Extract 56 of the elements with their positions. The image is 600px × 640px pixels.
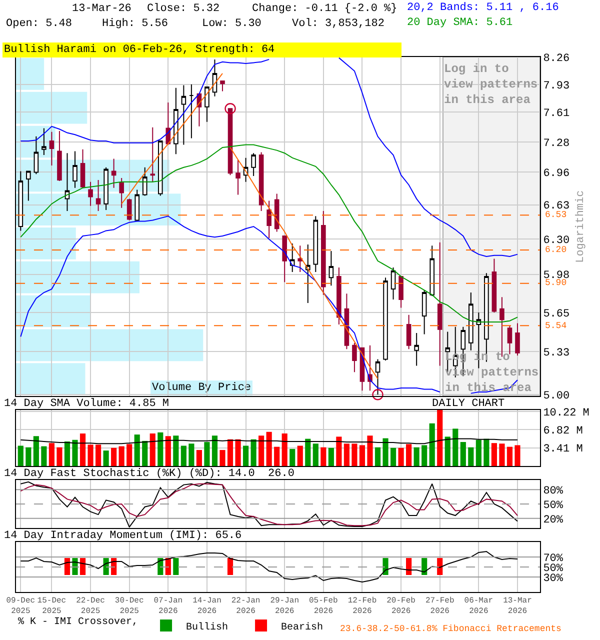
chart-title: 14 Day Fast Stochastic (%K) (%D): 14.0 26.0 bbox=[4, 468, 294, 480]
x-tick-label: 15-Dec 2025 bbox=[37, 596, 66, 616]
text: High: 5.56 bbox=[102, 18, 168, 30]
y-axis-title: Logarithmic bbox=[575, 190, 588, 263]
x-tick-label: 20-Feb 2026 bbox=[386, 596, 416, 616]
y-tick-label: 20% bbox=[543, 514, 564, 526]
y-tick-label: 70% bbox=[543, 552, 564, 565]
y-tick-label: 8.26 bbox=[543, 52, 570, 65]
y-tick-label: 10.22 M bbox=[543, 407, 590, 420]
x-tick-label: 30-Dec 2025 bbox=[114, 596, 144, 616]
y-tick-label: 5.33 bbox=[543, 348, 570, 360]
x-tick-label: 14-Jan 2026 bbox=[192, 596, 222, 616]
text: Close: 5.32 bbox=[147, 3, 220, 15]
text: Open: 5.48 bbox=[6, 18, 72, 30]
x-tick-label: 13-Mar 2026 bbox=[503, 596, 532, 616]
ref-line-label: 6.20 bbox=[545, 245, 567, 255]
x-tick-label: 29-Jan 2026 bbox=[270, 596, 300, 616]
x-tick-label: 22-Jan 2026 bbox=[231, 596, 260, 616]
text: Low: 5.30 bbox=[202, 18, 262, 30]
ref-line-label: 5.54 bbox=[545, 321, 567, 331]
legend-label: Bullish bbox=[186, 621, 228, 634]
chart-title: 14 Day Intraday Momentum (IMI): 65.6 bbox=[4, 530, 242, 542]
x-tick-label: 06-Mar 2026 bbox=[464, 596, 494, 616]
y-tick-label: 7.93 bbox=[543, 80, 570, 92]
text: Bullish Harami on 06-Feb-26, Strength: 64 bbox=[4, 44, 276, 56]
text: 20,2 Bands: 5.11 , 6.16 bbox=[407, 2, 559, 14]
y-tick-label: 7.28 bbox=[543, 138, 570, 150]
ref-line-label: 6.53 bbox=[545, 210, 567, 220]
chart-title: 14 Day SMA Volume: 4.85 M bbox=[4, 398, 170, 410]
annotation: DAILY CHART bbox=[432, 398, 506, 410]
text: Vol: 3,853,182 bbox=[292, 18, 384, 30]
x-tick-label: 12-Feb 2026 bbox=[348, 596, 377, 616]
y-tick-label: 5.65 bbox=[543, 308, 570, 320]
y-tick-label: 6.30 bbox=[543, 235, 570, 248]
x-tick-label: 22-Dec 2025 bbox=[76, 596, 106, 616]
y-tick-label: 30% bbox=[543, 572, 564, 585]
x-tick-label: 27-Feb 2026 bbox=[425, 596, 454, 616]
y-tick-label: 5.00 bbox=[543, 390, 570, 402]
y-tick-label: 7.61 bbox=[543, 108, 570, 120]
y-tick-label: 6.82 M bbox=[543, 425, 583, 438]
legend-title: % K - IMI Crossover, bbox=[18, 617, 138, 628]
y-tick-label: 3.41 M bbox=[543, 444, 583, 456]
x-tick-label: 07-Jan 2026 bbox=[154, 596, 183, 616]
text: Change: -0.11 {-2.0 %} bbox=[252, 3, 398, 15]
ref-line-label: 5.90 bbox=[545, 278, 567, 288]
band-label: Log in to view patterns in this area bbox=[444, 62, 538, 108]
text: 13-Mar-26 bbox=[72, 3, 132, 15]
legend-label: Bearish bbox=[281, 621, 324, 634]
y-tick-label: 50% bbox=[543, 562, 564, 575]
text: 23.6-38.2-50-61.8% Fibonacci Retracements bbox=[340, 624, 562, 634]
x-tick-label: 09-Dec 2025 bbox=[6, 596, 36, 616]
y-tick-label: 50% bbox=[543, 500, 564, 512]
x-tick-label: 05-Feb 2026 bbox=[309, 596, 338, 616]
y-tick-label: 80% bbox=[543, 485, 564, 498]
text: 20 Day SMA: 5.61 bbox=[407, 17, 514, 29]
y-tick-label: 6.96 bbox=[543, 168, 570, 180]
